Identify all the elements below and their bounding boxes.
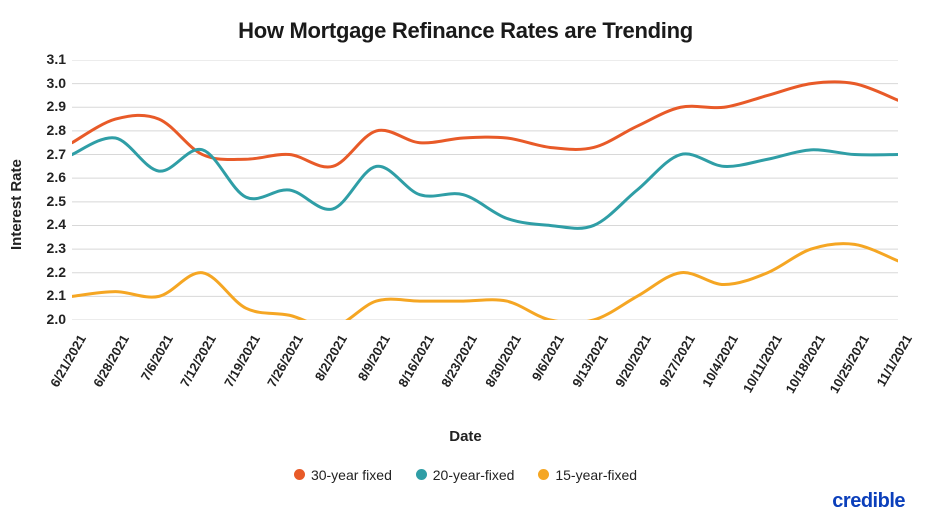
y-tick-label: 2.6 xyxy=(16,169,66,185)
legend-dot-15yr xyxy=(538,469,549,480)
legend-label-20yr: 20-year-fixed xyxy=(433,467,515,483)
legend-item-20yr: 20-year-fixed xyxy=(416,467,515,483)
chart-plot-svg xyxy=(72,60,898,320)
y-tick-label: 2.0 xyxy=(16,311,66,327)
y-tick-label: 2.3 xyxy=(16,240,66,256)
legend-label-30yr: 30-year fixed xyxy=(311,467,392,483)
y-tick-label: 2.8 xyxy=(16,122,66,138)
chart-title: How Mortgage Refinance Rates are Trendin… xyxy=(0,18,931,44)
x-tick-label: 11/1/2021 xyxy=(862,332,915,409)
legend-label-15yr: 15-year-fixed xyxy=(555,467,637,483)
chart-container: How Mortgage Refinance Rates are Trendin… xyxy=(0,0,931,523)
y-tick-label: 2.9 xyxy=(16,98,66,114)
y-tick-label: 3.1 xyxy=(16,51,66,67)
y-tick-label: 2.1 xyxy=(16,287,66,303)
legend-dot-30yr xyxy=(294,469,305,480)
legend-item-30yr: 30-year fixed xyxy=(294,467,392,483)
legend-item-15yr: 15-year-fixed xyxy=(538,467,637,483)
legend: 30-year fixed 20-year-fixed 15-year-fixe… xyxy=(0,467,931,484)
legend-dot-20yr xyxy=(416,469,427,480)
x-axis-label: Date xyxy=(0,428,931,445)
y-tick-label: 3.0 xyxy=(16,75,66,91)
y-tick-label: 2.2 xyxy=(16,264,66,280)
y-tick-label: 2.7 xyxy=(16,146,66,162)
y-tick-label: 2.5 xyxy=(16,193,66,209)
y-tick-label: 2.4 xyxy=(16,216,66,232)
brand-logo: credible xyxy=(832,490,905,513)
